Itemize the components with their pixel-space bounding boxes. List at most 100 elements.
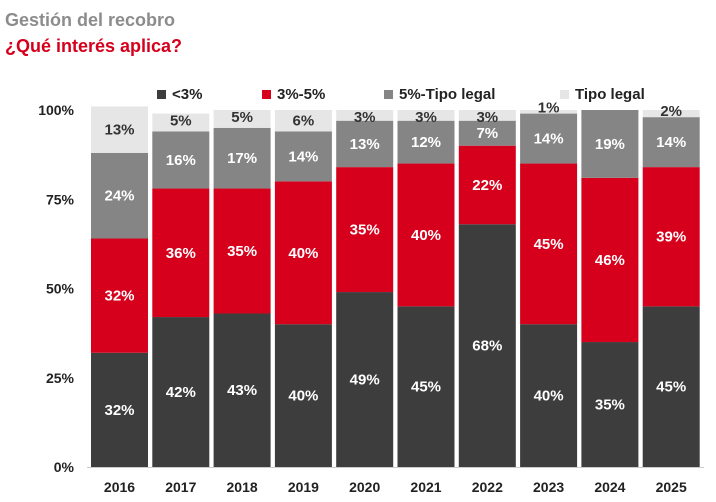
data-label-2025-s1: 39%	[656, 229, 686, 246]
bar-segment-2016-s1	[91, 238, 148, 353]
bar-segment-2020-s0	[336, 292, 394, 467]
data-label-2018-s1: 35%	[227, 243, 257, 260]
bar-segment-2021-s3	[397, 110, 455, 121]
legend-item-lt3: <3%	[157, 86, 202, 103]
y-tick-label: 0%	[54, 459, 75, 475]
data-label-2018-s3: 5%	[231, 109, 253, 126]
x-tick-label-2016: 2016	[104, 479, 135, 495]
y-tick-label: 25%	[46, 370, 75, 386]
bar-segment-2018-s2	[213, 127, 271, 189]
bar-segment-2023-s1	[520, 163, 578, 325]
data-label-2016-s3: 13%	[104, 122, 134, 139]
data-label-2025-s2: 14%	[656, 134, 686, 151]
data-label-2020-s1: 35%	[350, 222, 380, 239]
data-label-2017-s1: 36%	[166, 245, 196, 262]
bar-segment-2017-s3	[152, 113, 210, 132]
bar-segment-2021-s2	[397, 120, 455, 164]
data-label-2016-s1: 32%	[104, 288, 134, 305]
data-label-2018-s2: 17%	[227, 150, 257, 167]
data-label-2020-s3: 3%	[354, 109, 376, 126]
data-label-2021-s3: 3%	[415, 109, 437, 126]
legend-label-5-tipo-legal: 5%-Tipo legal	[399, 86, 496, 103]
chart-title: Gestión del recobro	[5, 10, 176, 30]
legend-label-lt3: <3%	[172, 86, 203, 103]
x-tick-label-2025: 2025	[656, 479, 687, 495]
data-label-2017-s0: 42%	[166, 384, 196, 401]
data-label-2022-s3: 3%	[476, 109, 498, 126]
bar-segment-2022-s1	[458, 145, 516, 225]
legend-swatch-lt3	[157, 90, 166, 99]
data-label-2016-s2: 24%	[104, 188, 134, 205]
data-label-2024-s1: 46%	[595, 252, 625, 269]
data-label-2022-s0: 68%	[472, 338, 502, 355]
data-label-2025-s0: 45%	[656, 379, 686, 396]
legend-swatch-3-5	[262, 90, 271, 99]
bar-segment-2016-s2	[91, 152, 148, 239]
data-label-2023-s2: 14%	[534, 131, 564, 148]
bar-segment-2025-s1	[642, 167, 700, 307]
y-tick-label: 100%	[38, 102, 74, 118]
data-label-2020-s0: 49%	[350, 372, 380, 389]
bar-segment-2022-s0	[458, 224, 516, 467]
data-label-2017-s2: 16%	[166, 152, 196, 169]
x-tick-label-2022: 2022	[472, 479, 503, 495]
legend-swatch-5-tipo-legal	[384, 90, 393, 99]
legend-label-3-5: 3%-5%	[277, 86, 326, 103]
data-label-2016-s0: 32%	[104, 402, 134, 419]
x-tick-label-2018: 2018	[227, 479, 258, 495]
bar-segment-2023-s2	[520, 113, 578, 164]
legend-swatch-tipo-legal	[560, 90, 569, 99]
x-tick-label-2021: 2021	[410, 479, 441, 495]
bar-segment-2025-s2	[642, 117, 700, 168]
bar-segment-2017-s1	[152, 188, 210, 318]
bar-segment-2021-s0	[397, 306, 455, 467]
bar-segment-2025-s3	[642, 110, 700, 118]
bar-segment-2020-s1	[336, 167, 394, 293]
bar-segment-2024-s0	[581, 342, 639, 467]
data-label-2019-s0: 40%	[288, 388, 318, 405]
data-label-2024-s2: 19%	[595, 136, 625, 153]
y-tick-label: 50%	[46, 281, 75, 297]
x-tick-label-2023: 2023	[533, 479, 564, 495]
data-label-2024-s0: 35%	[595, 397, 625, 414]
bar-segment-2023-s3	[520, 110, 578, 114]
data-label-2021-s1: 40%	[411, 227, 441, 244]
bar-segment-2018-s1	[213, 188, 271, 314]
bar-segment-2017-s0	[152, 317, 210, 467]
legend-item-tipo-legal: Tipo legal	[560, 86, 645, 103]
bar-segment-2018-s3	[213, 110, 271, 128]
y-tick-label: 75%	[46, 191, 75, 207]
chart-subtitle: ¿Qué interés aplica?	[5, 36, 183, 56]
data-label-2019-s3: 6%	[293, 113, 315, 130]
legend-label-tipo-legal: Tipo legal	[575, 86, 645, 103]
bar-segment-2024-s2	[581, 110, 639, 178]
bar-segment-2021-s1	[397, 163, 455, 307]
data-label-2022-s2: 7%	[476, 125, 498, 142]
data-label-2025-s3: 2%	[660, 103, 682, 120]
x-tick-label-2024: 2024	[594, 479, 625, 495]
data-label-2022-s1: 22%	[472, 177, 502, 194]
bar-segment-2016-s0	[91, 352, 148, 467]
data-label-2023-s1: 45%	[534, 236, 564, 253]
data-label-2023-s3: 1%	[538, 100, 560, 117]
data-label-2018-s0: 43%	[227, 382, 257, 399]
bar-segment-2017-s2	[152, 131, 210, 189]
legend-item-3-5: 3%-5%	[262, 86, 325, 103]
bar-segment-2025-s0	[642, 306, 700, 467]
data-label-2020-s2: 13%	[350, 136, 380, 153]
legend-item-5-tipo-legal: 5%-Tipo legal	[384, 86, 495, 103]
bar-segment-2019-s0	[274, 324, 332, 467]
bar-segment-2022-s3	[458, 110, 516, 121]
bar-segment-2023-s0	[520, 324, 578, 467]
bar-segment-2022-s2	[458, 120, 516, 146]
bar-segment-2016-s3	[91, 106, 148, 153]
data-label-2023-s0: 40%	[534, 388, 564, 405]
bar-segment-2018-s0	[213, 313, 271, 467]
bar-segment-2020-s3	[336, 110, 394, 121]
chart-legend: <3% 3%-5% 5%-Tipo legal Tipo legal	[0, 86, 716, 106]
data-label-2019-s1: 40%	[288, 245, 318, 262]
bar-segment-2019-s2	[274, 131, 332, 182]
data-label-2021-s2: 12%	[411, 134, 441, 151]
data-label-2019-s2: 14%	[288, 148, 318, 165]
